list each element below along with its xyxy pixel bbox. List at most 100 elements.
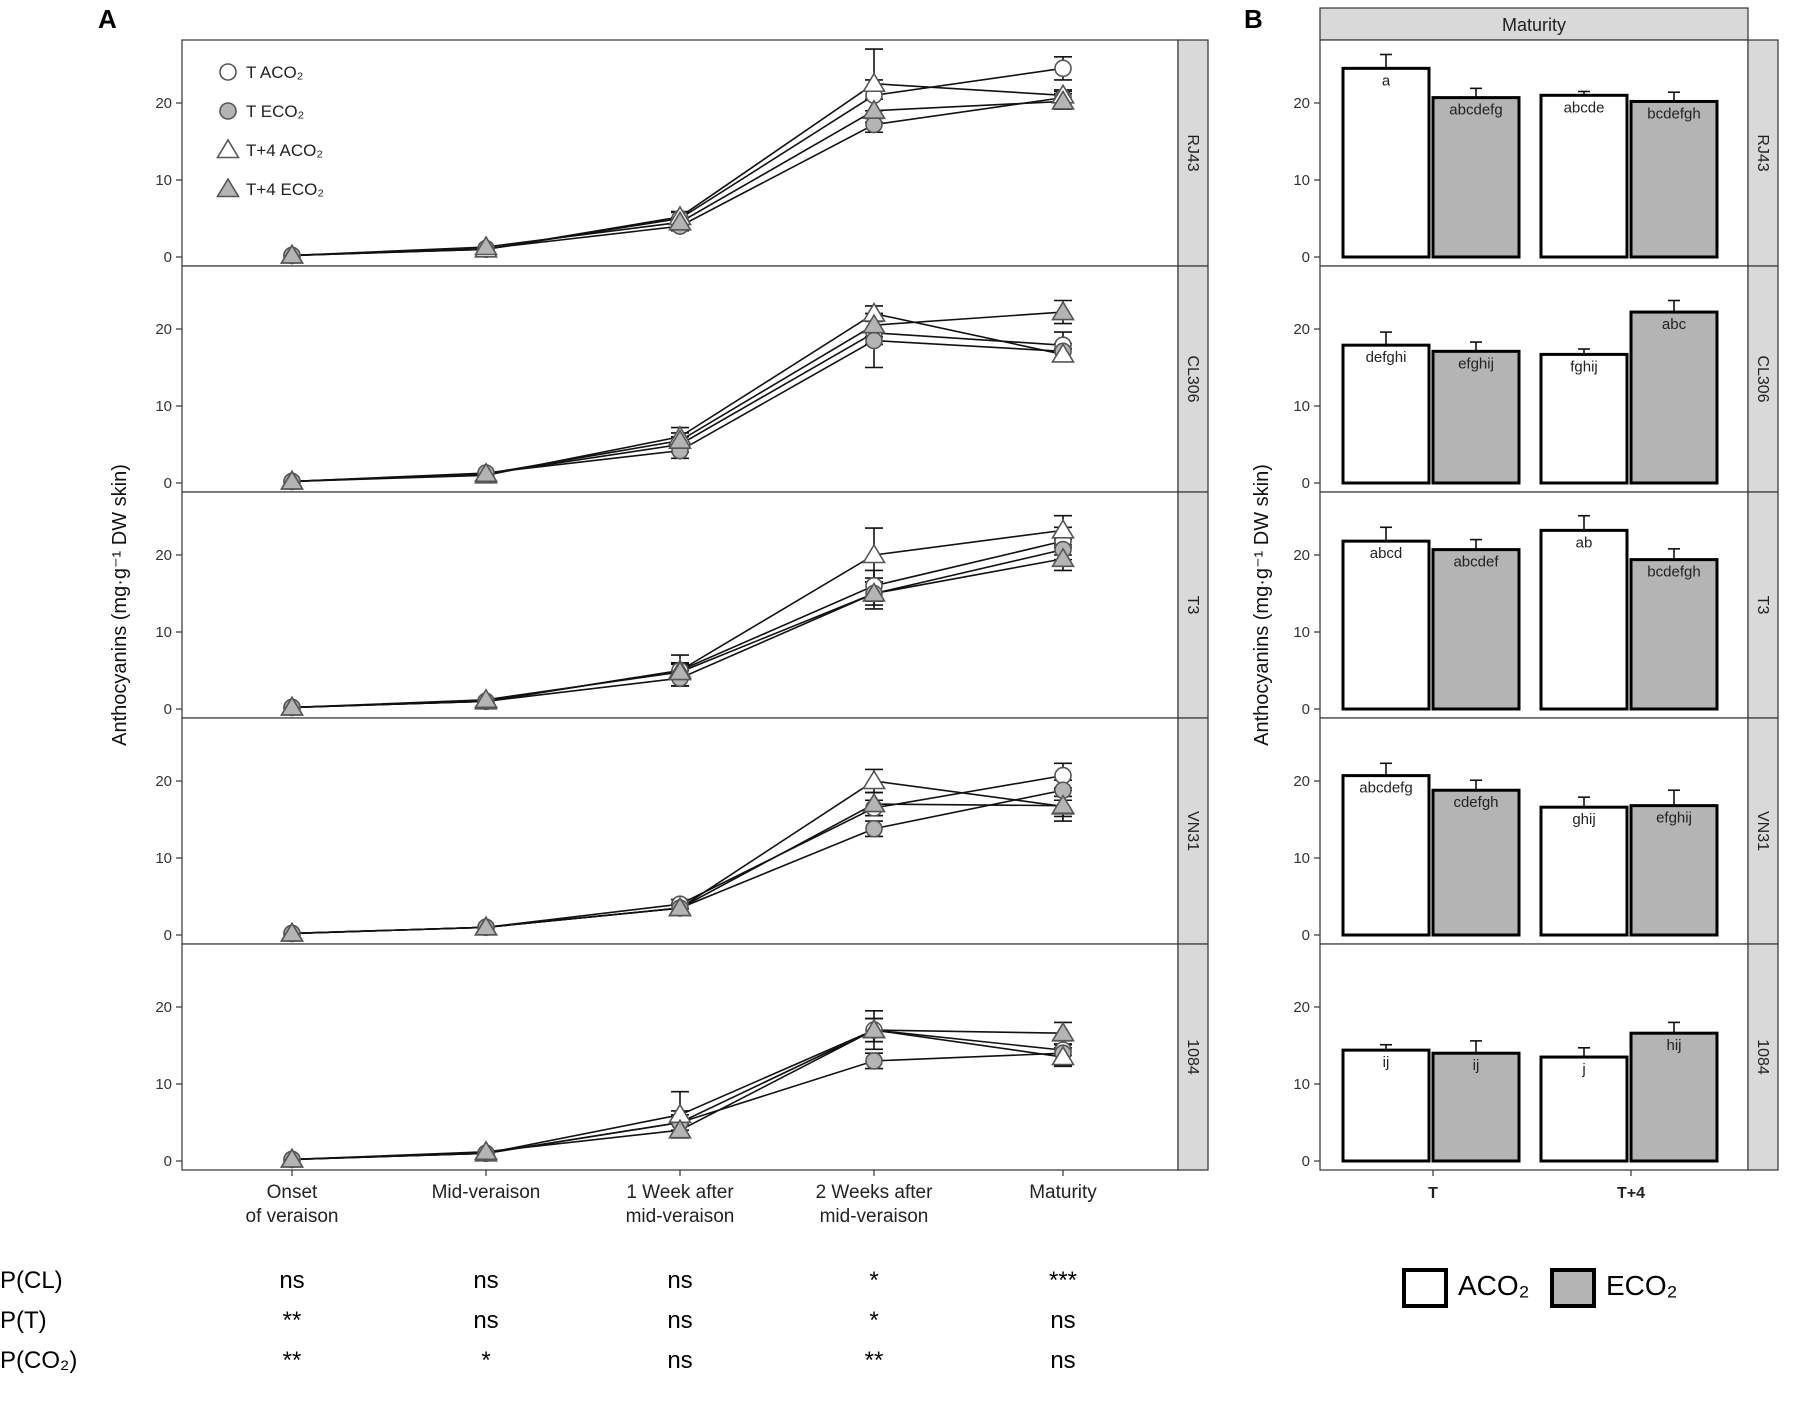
data-point — [474, 915, 498, 936]
bar — [1629, 558, 1719, 711]
significance-letters: ghij — [1572, 811, 1595, 828]
data-point — [862, 99, 886, 119]
data-point — [280, 695, 304, 716]
significance-letters: ij — [1383, 1054, 1390, 1071]
data-point — [1051, 518, 1075, 539]
bar-panel-cl306: CL306 0 10 20 defghi efghij fghij abc — [1293, 265, 1779, 493]
significance-letters: abcd — [1370, 545, 1403, 562]
data-point — [280, 469, 304, 490]
panel-strip — [1747, 265, 1779, 493]
bar-panel-vn31: VN31 0 10 20 abcdefg cdefgh ghij efghij — [1293, 717, 1779, 945]
significance-letters: a — [1382, 72, 1391, 89]
data-point — [474, 462, 498, 483]
legend-eco2-swatch — [1550, 1268, 1596, 1308]
data-point — [862, 543, 886, 564]
p-value: * — [869, 1307, 879, 1334]
x-tick-label: Onset of veraison — [246, 1182, 339, 1227]
data-point — [474, 235, 498, 256]
y-axis-title: Anthocyanins (mg·g⁻¹ DW skin) — [1251, 464, 1273, 746]
y-tick-label: 20 — [155, 999, 172, 1016]
line-panel-rj43: RJ43 0 10 20 — [155, 39, 1209, 267]
legend-marker — [216, 138, 240, 159]
p-row-label: P(T) — [0, 1307, 47, 1334]
p-value: ** — [282, 1307, 302, 1334]
y-tick-label: 20 — [1293, 773, 1310, 790]
p-value: * — [869, 1267, 879, 1294]
y-tick-label: 10 — [155, 624, 172, 641]
data-point — [862, 72, 886, 93]
data-point — [862, 313, 886, 334]
data-point — [280, 921, 304, 942]
significance-letters: ij — [1473, 1057, 1480, 1074]
y-tick-label: 10 — [1293, 850, 1310, 867]
data-point — [668, 660, 692, 681]
data-point — [1054, 59, 1072, 78]
y-tick-label: 10 — [155, 850, 172, 867]
bar-panel-t3: T3 0 10 20 abcd abcdef ab bcdefgh — [1293, 491, 1779, 719]
significance-letters: abcdefg — [1449, 102, 1502, 119]
data-point — [668, 429, 692, 449]
data-point — [668, 896, 692, 917]
significance-letters: bcdefgh — [1647, 105, 1700, 122]
data-point — [1051, 89, 1075, 110]
bar — [1629, 99, 1719, 259]
y-tick-label: 0 — [1302, 475, 1310, 492]
bar — [1539, 352, 1629, 485]
data-point — [862, 581, 886, 602]
bar — [1431, 788, 1521, 937]
p-value: ns — [1050, 1307, 1076, 1334]
significance-letters: abcde — [1564, 99, 1605, 116]
bar — [1629, 804, 1719, 937]
facet-title: Maturity — [1502, 15, 1566, 35]
legend-label: T ACO₂ — [246, 63, 303, 82]
bar — [1431, 349, 1521, 485]
legend-aco2-swatch — [1402, 1268, 1448, 1308]
panel-strip-label: 1084 — [1184, 1039, 1201, 1075]
y-tick-label: 20 — [1293, 999, 1310, 1016]
p-value: ns — [667, 1267, 693, 1294]
panel-strip — [1177, 39, 1209, 267]
p-value: ns — [667, 1347, 693, 1374]
y-tick-label: 10 — [155, 1076, 172, 1093]
x-tick-label: 2 Weeks after mid-veraison — [816, 1182, 934, 1227]
data-point — [474, 688, 498, 709]
y-tick-label: 0 — [1302, 249, 1310, 266]
bar — [1341, 774, 1431, 937]
p-value: ns — [1050, 1347, 1076, 1374]
data-point — [865, 819, 883, 838]
significance-letters: hij — [1666, 1037, 1681, 1054]
y-tick-label: 0 — [1302, 927, 1310, 944]
panel-strip-label: CL306 — [1184, 355, 1201, 402]
bar — [1341, 1048, 1431, 1163]
legend-marker — [219, 102, 237, 120]
y-tick-label: 20 — [1293, 321, 1310, 338]
panel-strip-label: RJ43 — [1754, 134, 1771, 171]
data-point — [1051, 300, 1075, 321]
panel-strip — [1747, 717, 1779, 945]
data-point — [668, 1118, 692, 1139]
bar — [1341, 343, 1431, 485]
data-point — [280, 243, 304, 264]
p-value: ** — [282, 1347, 302, 1374]
legend-label: T+4 ECO₂ — [246, 180, 324, 199]
bar — [1431, 1051, 1521, 1163]
p-value: ns — [667, 1307, 693, 1334]
data-point — [1051, 547, 1075, 568]
x-tick-label: T+4 — [1617, 1185, 1645, 1202]
data-point — [280, 1147, 304, 1168]
y-tick-label: 20 — [1293, 547, 1310, 564]
panel-strip-label: VN31 — [1184, 811, 1201, 851]
bar — [1431, 96, 1521, 259]
line-panel-vn31: VN31 0 10 20 — [155, 717, 1209, 945]
panel-strip-label: T3 — [1754, 596, 1771, 615]
data-point — [862, 1018, 886, 1039]
y-tick-label: 10 — [1293, 1076, 1310, 1093]
significance-letters: defghi — [1366, 349, 1407, 366]
data-point — [862, 792, 886, 813]
y-tick-label: 20 — [155, 547, 172, 564]
y-tick-label: 20 — [1293, 95, 1310, 112]
y-tick-label: 20 — [155, 773, 172, 790]
panel-strip-label: CL306 — [1754, 355, 1771, 402]
significance-letters: cdefgh — [1453, 794, 1498, 811]
y-tick-label: 0 — [164, 701, 172, 718]
